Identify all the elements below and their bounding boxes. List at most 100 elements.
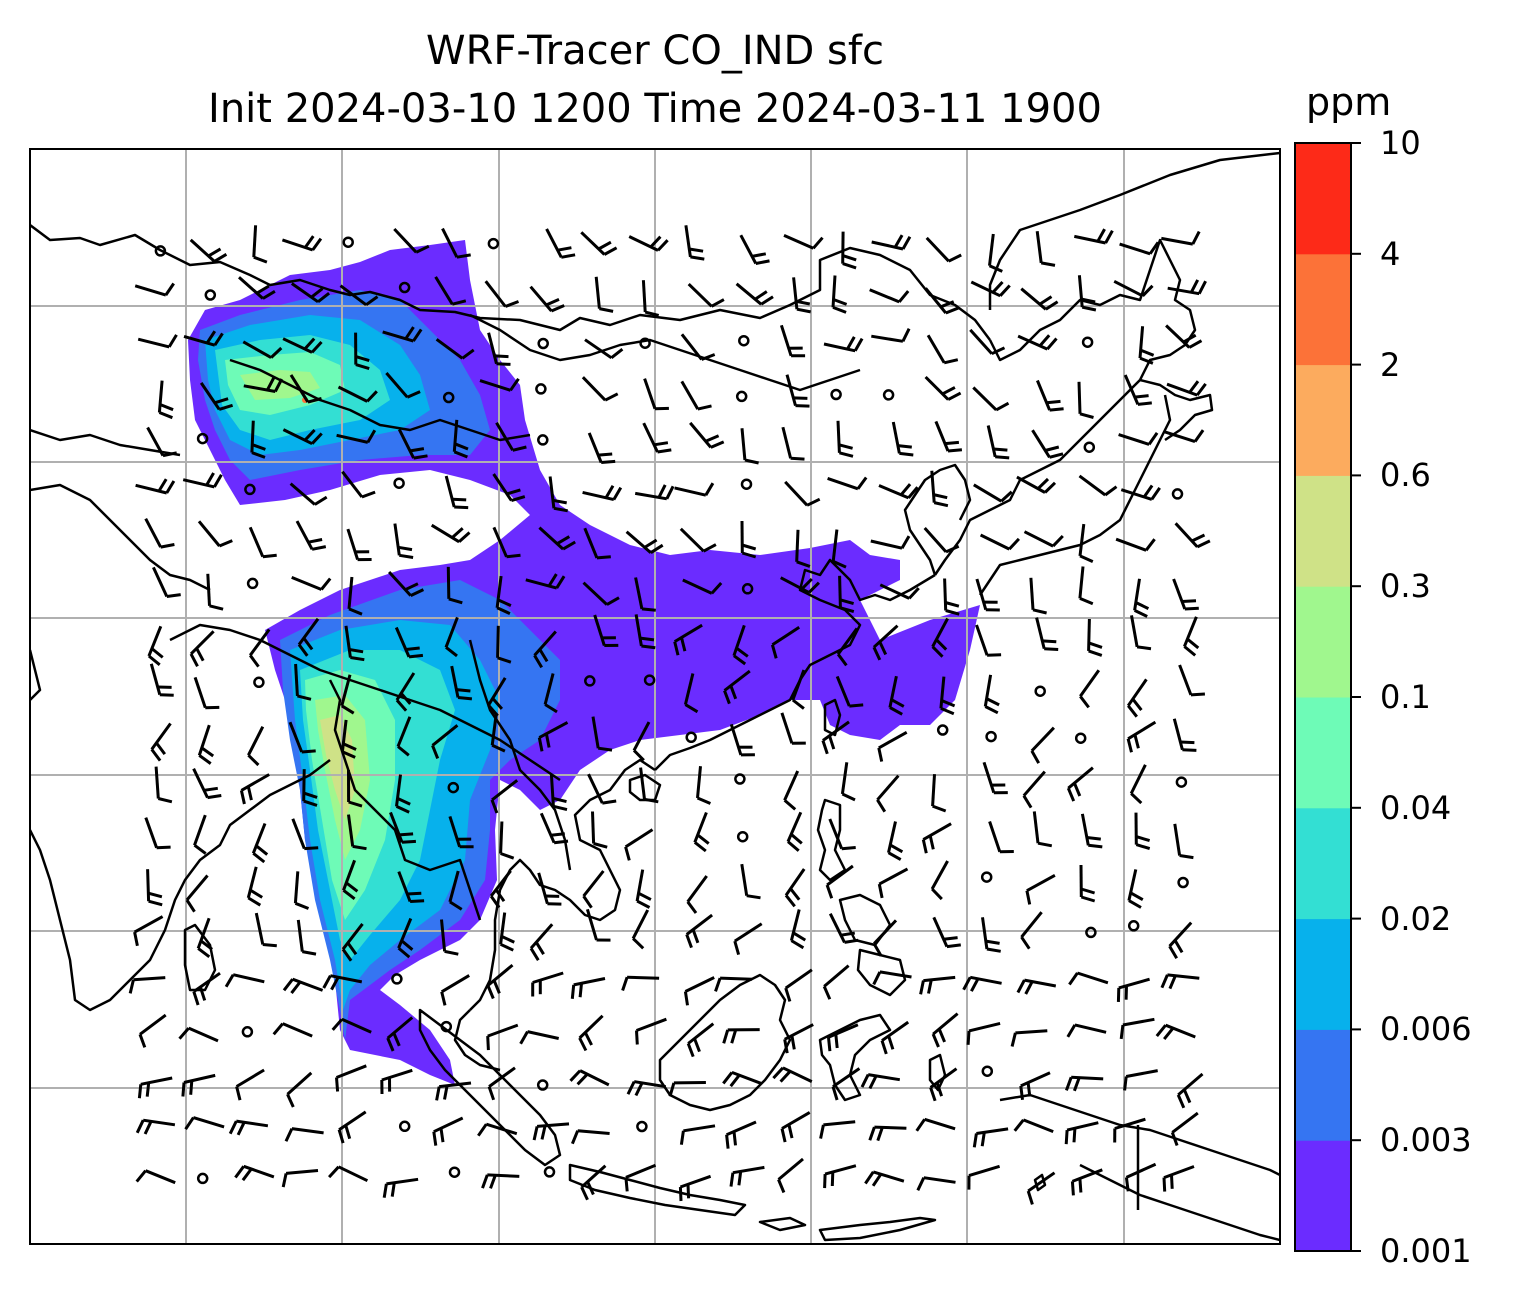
wind-barb-feather <box>350 656 365 662</box>
wind-barb-feather <box>921 839 928 854</box>
wind-barb-feather <box>800 577 813 590</box>
wind-barb-feather <box>602 799 617 805</box>
wind-barb-shaft <box>1017 334 1048 351</box>
wind-barb-feather <box>634 1082 644 1097</box>
wind-barb-shaft <box>235 1068 265 1088</box>
wind-barb-feather <box>1133 609 1148 618</box>
wind-barbs <box>128 225 1211 1205</box>
wind-barb-feather <box>919 980 925 995</box>
coastline-new-guinea <box>999 1093 1280 1177</box>
wind-barb-feather <box>606 596 620 606</box>
wind-barb-shaft <box>525 578 558 590</box>
wind-barb-feather <box>806 497 821 507</box>
wind-barb-shaft <box>931 774 936 807</box>
calm-wind-circle <box>685 731 697 744</box>
wind-barb-feather <box>580 1186 589 1201</box>
wind-barb-shaft <box>1087 618 1091 651</box>
wind-barb-shaft <box>485 1122 518 1136</box>
wind-barb-shaft <box>930 470 936 503</box>
wind-barb-shaft <box>972 386 998 411</box>
wind-barb-feather <box>303 428 316 442</box>
wind-barb-feather <box>213 332 224 347</box>
wind-barb-feather <box>137 1084 143 1099</box>
wind-barb-feather <box>772 1066 785 1080</box>
wind-barb-shaft <box>444 616 459 648</box>
wind-barb-shaft <box>579 1069 610 1087</box>
wind-barb-feather <box>898 290 910 303</box>
wind-barb-feather <box>846 336 856 350</box>
wind-barb-feather <box>932 804 947 813</box>
wind-barb-shaft <box>252 225 258 258</box>
wind-barb-shaft <box>683 673 695 705</box>
wind-barb-feather <box>506 553 521 559</box>
wind-barb-shaft <box>1024 978 1057 988</box>
wind-barb-shaft <box>929 1067 958 1089</box>
colorbar-tick-label: 0.003 <box>1380 1121 1472 1160</box>
wind-barb-shaft <box>628 235 659 252</box>
wind-barb-feather <box>933 493 948 500</box>
wind-barb-feather <box>262 943 277 948</box>
wind-barb-shaft <box>924 1117 956 1131</box>
wind-barb-feather <box>729 685 738 700</box>
wind-barb-shaft <box>733 922 763 943</box>
colorbar-tick-label: 0.6 <box>1380 456 1431 495</box>
calm-wind-circle <box>1171 488 1184 500</box>
wind-barb-feather <box>178 1027 190 1040</box>
wind-barb-feather <box>830 1171 835 1187</box>
wind-barb-shaft <box>872 1170 905 1183</box>
wind-barb-feather <box>853 337 864 352</box>
wind-barb-feather <box>1036 477 1050 490</box>
wind-barb-shaft <box>1173 823 1182 856</box>
wind-barb-feather <box>693 841 707 853</box>
wind-barb-shaft <box>1074 1023 1107 1034</box>
wind-barb-shaft <box>891 421 901 454</box>
wind-barb-shaft <box>486 963 514 987</box>
wind-barb-shaft <box>625 530 652 554</box>
wind-barb-feather <box>1044 445 1060 452</box>
wind-barb-shaft <box>394 626 411 658</box>
wind-barb-shaft <box>543 673 555 705</box>
wind-barb-shaft <box>828 818 844 850</box>
wind-barb-shaft <box>536 1122 570 1128</box>
wind-barb-feather <box>1026 1082 1032 1097</box>
wind-barb-feather <box>1044 300 1059 311</box>
wind-barb-shaft <box>1177 1072 1204 1097</box>
wind-barb-feather <box>195 647 205 662</box>
wind-barb-feather <box>189 1080 194 1095</box>
wind-barb-feather <box>304 846 319 851</box>
wind-barb-shaft <box>720 976 753 981</box>
wind-barb-feather <box>236 1121 246 1136</box>
wind-barb-shaft <box>643 378 657 410</box>
wind-barb-feather <box>207 794 222 800</box>
wind-barb-shaft <box>389 811 404 843</box>
wind-barb-feather <box>228 1120 238 1135</box>
calm-wind-circle <box>537 337 549 350</box>
wind-barb-shaft <box>1035 617 1046 650</box>
wind-barb-feather <box>398 832 414 837</box>
wind-barb-feather <box>553 839 569 845</box>
wind-barb-feather <box>1176 1094 1186 1109</box>
wind-barb-feather <box>876 1126 884 1142</box>
wind-barb-feather <box>1040 261 1056 267</box>
wind-barb-feather <box>842 262 857 270</box>
wind-barb-feather <box>346 942 358 956</box>
wind-barb-shaft <box>133 976 166 982</box>
wind-barb-feather <box>506 488 521 496</box>
wind-barb-shaft <box>395 672 416 701</box>
wind-barb-shaft <box>680 333 703 361</box>
wind-barb-feather <box>705 434 720 443</box>
wind-barb-shaft <box>835 675 851 707</box>
wind-barb-feather <box>1024 980 1034 995</box>
wind-barb-shaft <box>1165 1023 1196 1039</box>
colorbar-segment <box>1295 475 1351 587</box>
wind-barb-feather <box>899 451 914 457</box>
wind-barb-shaft <box>1165 324 1191 349</box>
wind-barb-shaft <box>867 1073 901 1082</box>
wind-barb-shaft <box>139 1013 167 1036</box>
wind-barb-feather <box>253 255 268 264</box>
wind-barb-shaft <box>822 720 850 742</box>
wind-barb-feather <box>200 746 215 758</box>
coastline-japan-honshu <box>978 394 1172 596</box>
wind-barb-shaft <box>444 475 456 508</box>
calm-wind-circle <box>536 1079 549 1091</box>
